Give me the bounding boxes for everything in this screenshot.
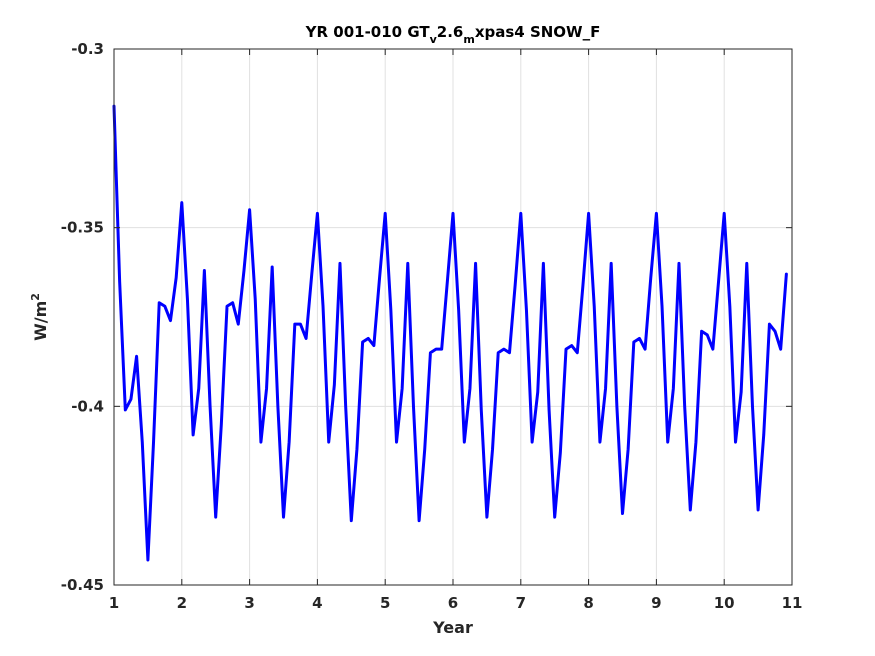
x-tick-label: 1: [109, 594, 119, 612]
x-tick-label: 8: [583, 594, 593, 612]
x-tick-label: 7: [516, 594, 526, 612]
x-tick-label: 6: [448, 594, 458, 612]
x-tick-label: 2: [177, 594, 187, 612]
x-axis-label: Year: [432, 618, 473, 637]
x-tick-label: 4: [312, 594, 322, 612]
x-tick-label: 3: [244, 594, 254, 612]
x-tick-label: 9: [651, 594, 661, 612]
y-axis-label: W/m2: [29, 293, 50, 341]
y-tick-label: -0.3: [71, 40, 104, 58]
ticks: 1 2 3 4 5 6 7 8 9 10 11 -0.45 -0.4 -0.35 -0.3: [61, 40, 803, 612]
y-tick-label: -0.35: [61, 219, 104, 237]
chart-title: YR 001-010 GTv2.6mxpas4 SNOW_F: [305, 23, 601, 46]
x-tick-label: 11: [782, 594, 803, 612]
series-line: [112, 104, 788, 562]
y-tick-label: -0.45: [61, 576, 104, 594]
y-tick-label: -0.4: [71, 397, 104, 415]
x-tick-label: 5: [380, 594, 390, 612]
series-line-group: [112, 104, 788, 562]
x-tick-label: 10: [714, 594, 735, 612]
